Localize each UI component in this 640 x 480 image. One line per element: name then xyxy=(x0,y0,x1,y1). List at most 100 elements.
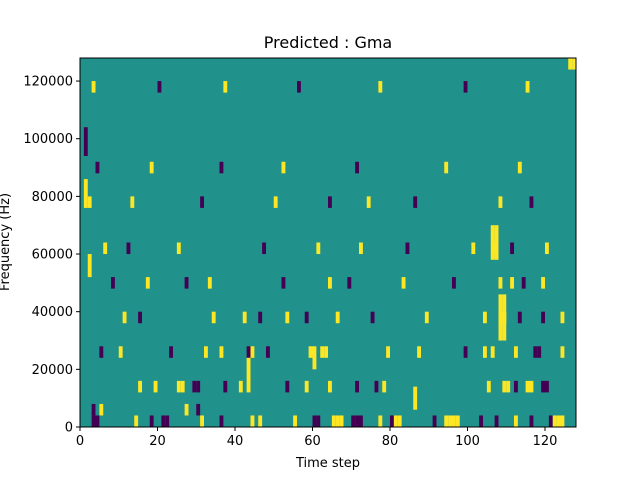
x-tick-label: 20 xyxy=(149,434,166,449)
heatmap-cell xyxy=(192,380,197,393)
heatmap-cell xyxy=(281,277,286,289)
y-axis-label: Frequency (Hz) xyxy=(0,193,13,291)
heatmap-cell xyxy=(455,415,460,427)
heatmap-cell xyxy=(397,415,402,427)
heatmap-stripe xyxy=(312,346,317,370)
y-tick-label: 0 xyxy=(65,421,73,436)
heatmap-cell xyxy=(196,403,201,416)
heatmap-cell xyxy=(541,311,545,324)
heatmap-cell xyxy=(328,196,332,208)
heatmap-cell xyxy=(297,81,301,93)
heatmap-cell xyxy=(370,311,375,324)
heatmap-cell xyxy=(87,196,92,208)
heatmap-cell xyxy=(207,277,212,289)
heatmap-cell xyxy=(448,415,452,427)
heatmap-cell xyxy=(382,380,387,393)
chart-title: Predicted : Gma xyxy=(264,33,392,52)
heatmap-cell xyxy=(145,277,150,289)
heatmap-stripe xyxy=(498,294,503,341)
heatmap-cell xyxy=(157,81,162,93)
heatmap-cell xyxy=(568,58,573,70)
heatmap-cell xyxy=(355,415,359,427)
heatmap-cell xyxy=(541,277,545,289)
heatmap-cell xyxy=(483,311,487,324)
heatmap-cell xyxy=(506,380,511,393)
heatmap-cell xyxy=(347,277,352,289)
heatmap-cell xyxy=(529,380,534,393)
heatmap-cell xyxy=(514,346,518,358)
heatmap-cell xyxy=(494,415,499,427)
heatmap-cell xyxy=(339,415,344,427)
heatmap-cell xyxy=(417,346,421,358)
x-axis: 0 20 40 60 80 100 120 xyxy=(76,427,557,449)
y-tick-label: 80000 xyxy=(32,190,73,205)
heatmap-cell xyxy=(560,415,565,427)
heatmap-cell xyxy=(103,242,108,255)
plot-area xyxy=(80,58,576,427)
heatmap-cell xyxy=(99,346,104,358)
heatmap-cell xyxy=(219,161,224,174)
y-tick-label: 40000 xyxy=(32,305,73,320)
heatmap-cell xyxy=(153,380,158,393)
heatmap-cell xyxy=(246,346,251,358)
heatmap-cell xyxy=(281,161,286,174)
heatmap-cell xyxy=(541,380,545,393)
x-axis-label: Time step xyxy=(295,456,360,471)
heatmap-cell xyxy=(149,415,154,427)
heatmap-cell xyxy=(548,415,553,427)
heatmap-cell xyxy=(304,380,309,393)
heatmap-cell xyxy=(138,380,142,393)
heatmap-cell xyxy=(560,311,565,324)
x-tick-label: 60 xyxy=(304,434,321,449)
heatmap-stripe xyxy=(83,179,88,208)
heatmap-cell xyxy=(525,81,530,93)
heatmap-cell xyxy=(486,380,491,393)
heatmap-cell xyxy=(335,415,340,427)
heatmap-cell xyxy=(200,196,204,208)
heatmap-cell xyxy=(529,196,534,208)
heatmap-cell xyxy=(211,311,216,324)
heatmap-cell xyxy=(223,81,228,93)
heatmap-stripe xyxy=(494,225,499,260)
heatmap-cell xyxy=(219,415,224,427)
heatmap-cell xyxy=(401,277,406,289)
heatmap-cell xyxy=(111,277,115,289)
heatmap-cell xyxy=(134,415,139,427)
heatmap-cell xyxy=(517,311,522,324)
heatmap-cell xyxy=(204,346,208,358)
heatmap-cell xyxy=(502,380,507,393)
heatmap-cell xyxy=(312,415,317,427)
heatmap-cell xyxy=(250,415,255,427)
heatmap-cell xyxy=(91,415,96,427)
heatmap-cell xyxy=(130,196,135,208)
heatmap-cell xyxy=(126,242,131,255)
heatmap-stripe xyxy=(413,386,418,410)
heatmap-cell xyxy=(262,242,266,255)
heatmap-cell xyxy=(91,403,96,416)
heatmap-cell xyxy=(390,415,394,427)
heatmap-cell xyxy=(498,277,503,289)
heatmap-stripe xyxy=(502,294,507,341)
heatmap-cell xyxy=(351,415,356,427)
heatmap-cell xyxy=(328,277,332,289)
heatmap-cell xyxy=(316,415,321,427)
heatmap-cell xyxy=(200,415,204,427)
heatmap-cells xyxy=(83,58,576,427)
heatmap-cell xyxy=(514,415,518,427)
heatmap-cell xyxy=(285,380,290,393)
heatmap-cell xyxy=(122,311,127,324)
heatmap-cell xyxy=(335,311,340,324)
heatmap-cell xyxy=(521,277,526,289)
x-tick-label: 40 xyxy=(227,434,244,449)
heatmap-cell xyxy=(316,242,321,255)
heatmap-cell xyxy=(560,346,565,358)
heatmap-cell xyxy=(463,346,468,358)
heatmap-cell xyxy=(258,311,263,324)
heatmap-stripe xyxy=(490,225,495,260)
heatmap-cell xyxy=(514,380,518,393)
heatmap-cell xyxy=(165,415,170,427)
heatmap-cell xyxy=(378,81,383,93)
heatmap-cell xyxy=(328,380,332,393)
heatmap-cell xyxy=(320,346,325,358)
